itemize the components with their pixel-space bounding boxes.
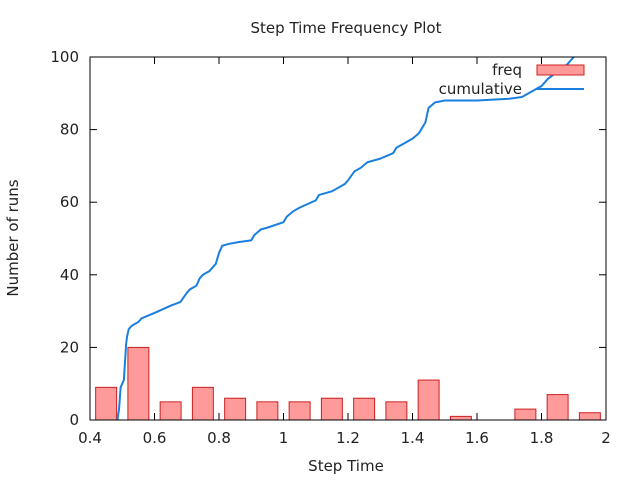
bar — [224, 397, 247, 421]
bar — [417, 379, 440, 421]
x-tick-label: 0.8 — [207, 429, 231, 447]
bar-series — [95, 346, 601, 421]
legend-label-cumulative: cumulative — [439, 80, 522, 98]
bar — [546, 394, 569, 421]
bar — [353, 397, 376, 421]
x-tick-label: 0.6 — [143, 429, 167, 447]
legend: freq cumulative — [439, 61, 585, 98]
x-tick-label: 1.8 — [530, 429, 554, 447]
legend-label-freq: freq — [492, 61, 522, 79]
cumulative-line — [116, 56, 575, 421]
x-tick-label: 2 — [601, 429, 611, 447]
bar — [191, 386, 214, 421]
x-tick-label: 1 — [279, 429, 289, 447]
y-axis-label: Number of runs — [4, 179, 22, 296]
bar — [159, 401, 182, 421]
x-axis-label: Step Time — [308, 457, 384, 475]
y-tick-label: 20 — [60, 338, 79, 356]
bar — [95, 386, 118, 421]
bar — [256, 401, 279, 421]
x-tick-label: 1.4 — [401, 429, 425, 447]
bar — [288, 401, 311, 421]
x-tick-label: 0.4 — [78, 429, 102, 447]
chart-title: Step Time Frequency Plot — [251, 19, 442, 37]
y-tick-label: 100 — [50, 48, 79, 66]
legend-swatch-freq — [536, 64, 585, 76]
plot-frame — [89, 56, 607, 421]
bar — [514, 408, 537, 421]
x-tick-label: 1.2 — [336, 429, 360, 447]
y-tick-label: 0 — [69, 411, 79, 429]
y-tick-label: 40 — [60, 266, 79, 284]
y-tick-label: 80 — [60, 121, 79, 139]
bar — [449, 415, 472, 421]
x-tick-label: 1.6 — [465, 429, 489, 447]
bar — [127, 346, 150, 421]
y-tick-label: 60 — [60, 193, 79, 211]
bar — [578, 412, 601, 421]
bar — [320, 397, 343, 421]
bar — [385, 401, 408, 421]
